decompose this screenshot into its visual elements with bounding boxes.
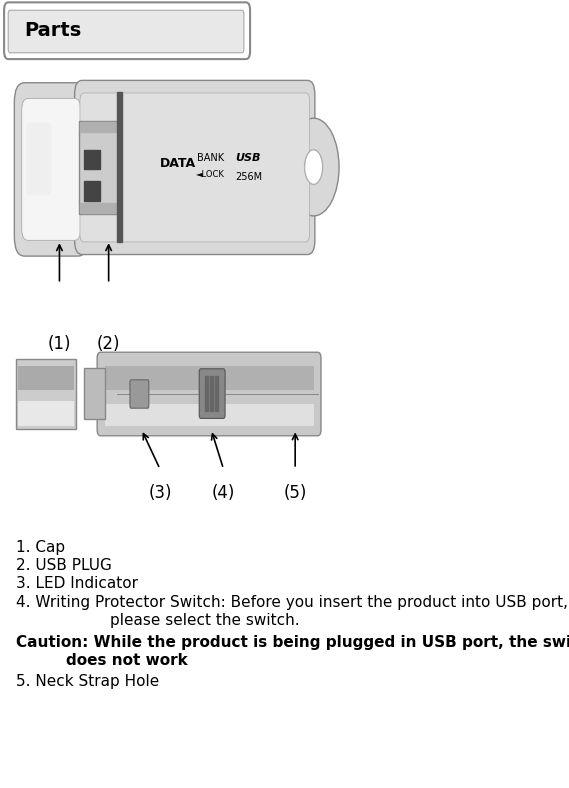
Bar [84,150,101,169]
FancyBboxPatch shape [26,123,51,195]
Text: Caution: While the product is being plugged in USB port, the switch: Caution: While the product is being plug… [17,634,569,650]
Text: (3): (3) [148,484,172,501]
FancyBboxPatch shape [4,2,250,59]
Text: please select the switch.: please select the switch. [110,612,300,628]
Circle shape [304,150,323,184]
Bar [105,366,314,390]
FancyBboxPatch shape [97,352,321,436]
Bar [18,400,74,426]
Text: (4): (4) [212,484,235,501]
Text: BANK: BANK [197,153,224,162]
Bar [18,366,74,390]
Bar [117,92,122,242]
Text: 256M: 256M [236,173,263,182]
Text: 3. LED Indicator: 3. LED Indicator [17,576,138,592]
Text: (2): (2) [97,336,121,353]
FancyBboxPatch shape [79,121,119,214]
FancyBboxPatch shape [22,98,81,240]
Text: Parts: Parts [24,21,82,40]
Bar [17,359,76,429]
Text: 1. Cap: 1. Cap [17,540,65,556]
FancyBboxPatch shape [199,369,225,418]
Text: 2. USB PLUG: 2. USB PLUG [17,558,112,574]
FancyBboxPatch shape [14,83,88,256]
FancyBboxPatch shape [80,93,310,242]
Text: does not work: does not work [66,652,188,668]
Bar [80,122,119,132]
Text: 4. Writing Protector Switch: Before you insert the product into USB port,: 4. Writing Protector Switch: Before you … [17,594,568,610]
FancyBboxPatch shape [75,80,315,255]
Circle shape [288,118,339,216]
FancyBboxPatch shape [8,10,244,53]
Text: USB: USB [236,153,261,162]
Text: ◄LOCK: ◄LOCK [196,170,224,180]
Text: 5. Neck Strap Hole: 5. Neck Strap Hole [17,674,160,690]
Bar [80,203,119,213]
Text: (1): (1) [48,336,71,353]
Text: DATA: DATA [160,158,196,170]
Text: (5): (5) [283,484,307,501]
FancyBboxPatch shape [130,380,149,408]
Bar [210,376,213,411]
Bar [84,368,105,419]
Bar [215,376,218,411]
Bar [84,181,101,201]
Bar [105,404,314,426]
Bar [205,376,208,411]
